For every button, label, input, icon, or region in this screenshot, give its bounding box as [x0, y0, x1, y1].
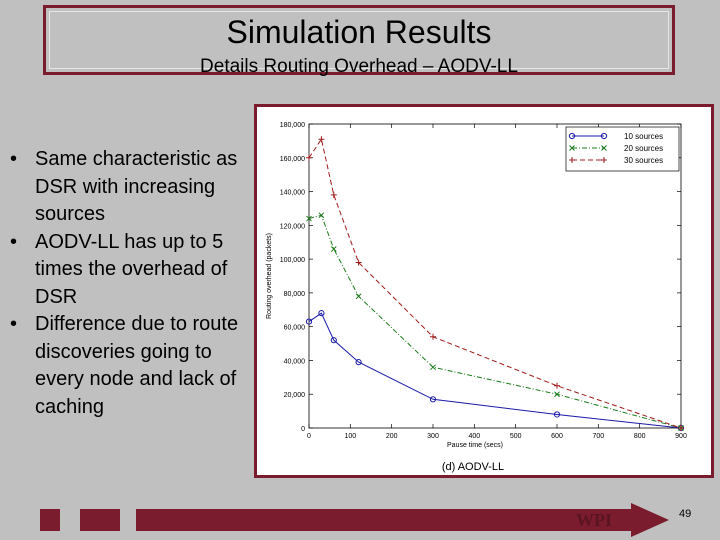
slide-subtitle: Details Routing Overhead – AODV-LL	[200, 56, 518, 77]
data-point	[306, 154, 312, 161]
y-tick-label: 20,000	[284, 392, 306, 399]
y-tick-label: 40,000	[284, 358, 306, 365]
legend-marker	[600, 132, 608, 140]
footer-square-2	[80, 509, 120, 531]
y-tick-label: 60,000	[284, 325, 306, 332]
legend-box	[565, 126, 680, 172]
footer-arrow-head	[631, 503, 669, 537]
title-box: Simulation Results Details Routing Overh…	[43, 5, 675, 77]
data-point	[318, 136, 325, 143]
y-tick-label: 0	[301, 426, 305, 433]
y-axis-label: Routing overhead (packets)	[266, 233, 273, 319]
data-point	[330, 337, 337, 344]
data-point	[318, 310, 325, 317]
chart-caption: (d) AODV-LL	[442, 461, 504, 473]
bullet-item: AODV-LL has up to 5 times the overhead o…	[8, 229, 258, 312]
data-point	[355, 259, 362, 266]
x-tick-label: 200	[386, 433, 398, 440]
x-tick-label: 0	[307, 433, 311, 440]
x-tick-label: 500	[510, 433, 522, 440]
x-tick-label: 900	[675, 433, 687, 440]
legend-label: 10 sources	[624, 132, 663, 141]
data-point	[430, 364, 436, 371]
legend-marker	[568, 132, 576, 140]
legend-label: 20 sources	[624, 144, 663, 153]
plot-frame	[308, 123, 682, 429]
series-line-2	[308, 214, 682, 429]
data-point	[330, 191, 337, 198]
legend-label: 30 sources	[624, 156, 663, 165]
data-point	[554, 382, 560, 389]
data-point	[318, 212, 325, 219]
bullet-list: Same characteristic as DSR with increasi…	[8, 146, 258, 421]
series-line-1	[308, 312, 682, 429]
data-point	[430, 333, 436, 340]
data-point	[306, 215, 312, 222]
page-number: 49	[679, 508, 692, 520]
y-tick-label: 180,000	[280, 122, 305, 129]
wpi-logo: WPI	[576, 510, 612, 530]
data-point	[355, 293, 362, 300]
y-tick-label: 100,000	[280, 257, 305, 264]
x-axis-label: Pause time (secs)	[447, 442, 503, 449]
footer-square-1	[40, 509, 60, 531]
bullet-item: Same characteristic as DSR with increasi…	[8, 146, 258, 229]
data-point	[553, 411, 561, 418]
chart-frame: 0 20,000 40,000 60,000 80,000 100,000 120,000 1…	[254, 104, 714, 478]
series-line-3	[308, 137, 682, 429]
x-tick-label: 700	[592, 433, 604, 440]
data-point	[678, 425, 684, 431]
data-point	[355, 359, 362, 366]
title-box-inner-border	[49, 11, 669, 69]
data-point	[429, 396, 437, 403]
bullet-item: Difference due to route discoveries goin…	[8, 311, 258, 421]
routing-overhead-chart: 0 20,000 40,000 60,000 80,000 100,000 120,000 1…	[266, 122, 687, 473]
y-tick-label: 80,000	[284, 291, 306, 298]
data-point	[554, 391, 560, 398]
legend-marker	[569, 157, 575, 163]
x-tick-label: 400	[468, 433, 480, 440]
legend-marker	[569, 145, 575, 151]
y-tick-label: 160,000	[280, 156, 305, 163]
data-point	[330, 246, 337, 252]
data-point	[305, 318, 313, 325]
x-tick-label: 800	[634, 433, 646, 440]
footer-arrow-bar	[136, 509, 631, 531]
slide-title: Simulation Results	[226, 14, 492, 50]
y-tick-label: 120,000	[280, 223, 305, 230]
legend-marker	[601, 145, 607, 151]
x-tick-label: 300	[427, 433, 439, 440]
y-tick-label: 140,000	[280, 190, 305, 197]
x-tick-label: 600	[551, 433, 563, 440]
legend-marker	[601, 157, 607, 163]
x-tick-label: 100	[344, 433, 356, 440]
